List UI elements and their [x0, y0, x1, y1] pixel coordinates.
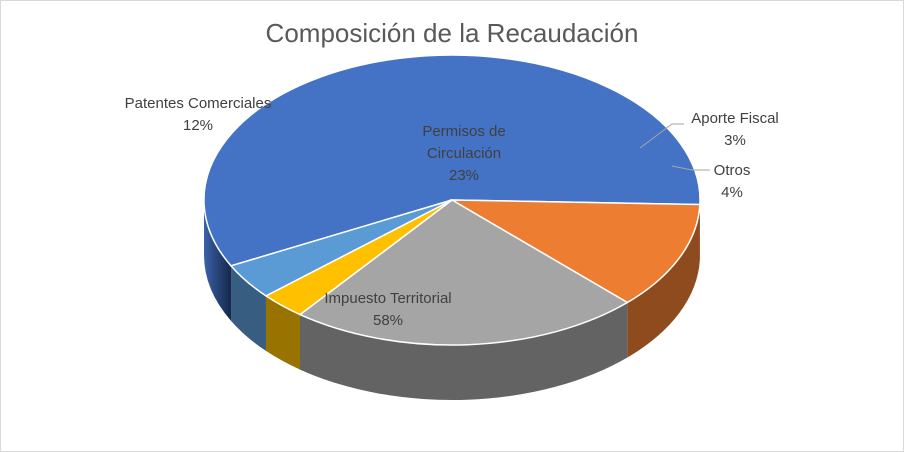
- data-label-1: Patentes Comerciales 12%: [125, 95, 272, 134]
- data-label-0: Impuesto Territorial 58%: [324, 290, 451, 329]
- pie-side-2: [299, 302, 628, 400]
- pie-slice-permisos-de-circulaci-n: [298, 199, 629, 346]
- leader-line-3: [639, 123, 684, 149]
- pie-slice-impuesto-territorial: [203, 54, 701, 267]
- data-label-3: Aporte Fiscal 3%: [691, 110, 779, 149]
- data-label-4: Otros 4%: [714, 162, 751, 201]
- leader-line-4: [671, 165, 710, 171]
- pie-slice-patentes-comerciales: [449, 199, 701, 304]
- pie-side-3: [265, 295, 300, 370]
- pie-slice-otros: [229, 199, 453, 297]
- chart-title: Composición de la Recaudación: [265, 18, 639, 48]
- pie-side-0: [204, 200, 232, 321]
- pie-side-1: [627, 204, 700, 358]
- pie-side-4: [231, 265, 266, 351]
- data-label-2: Permisos de Circulación 23%: [422, 123, 505, 184]
